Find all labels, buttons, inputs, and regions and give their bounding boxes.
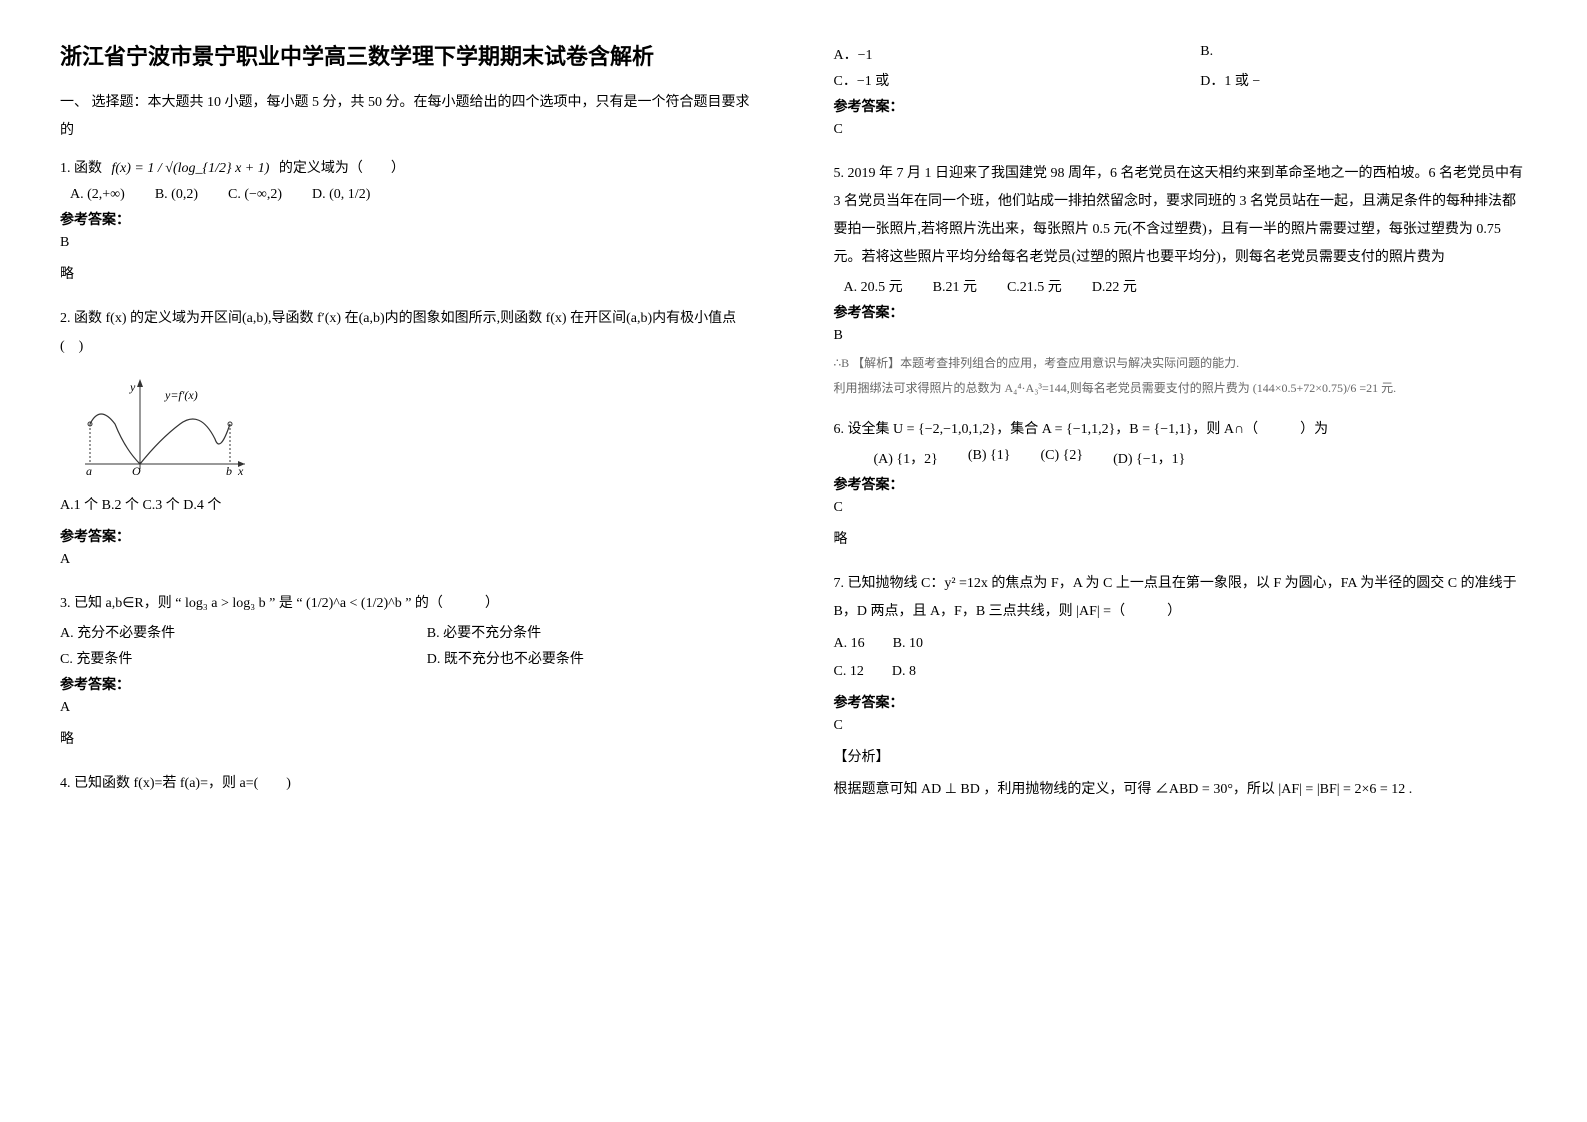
q2-text: 2. 函数 f(x) 的定义域为开区间(a,b),导函数 f′(x) 在(a,b… — [60, 305, 754, 361]
question-4: 4. 已知函数 f(x)=若 f(a)=，则 a=( ) — [60, 766, 754, 802]
q5-text: 5. 2019 年 7 月 1 日迎来了我国建党 98 周年，6 名老党员在这天… — [834, 160, 1528, 272]
q5-note2: 利用捆绑法可求得照片的总数为 A₄⁴·A₃³=144,则每名老党员需要支付的照片… — [834, 379, 1528, 396]
q7-answer: C — [834, 718, 1528, 734]
q5-answer-label: 参考答案： — [834, 302, 1528, 322]
q5-opt-b: B.21 元 — [933, 276, 977, 296]
question-4-cont: A．−1 B. C．−1 或 D．1 或 − 参考答案： C — [834, 40, 1528, 148]
q2-answer-label: 参考答案： — [60, 526, 754, 546]
graph-label-b: b — [226, 464, 232, 478]
q3-opt-a: A. 充分不必要条件 — [60, 622, 387, 642]
question-7: 7. 已知抛物线 C：y² =12x 的焦点为 F，A 为 C 上一点且在第一象… — [834, 566, 1528, 808]
q4-opt-c: C．−1 或 — [834, 70, 1161, 90]
q4-opt-d: D．1 或 − — [1200, 70, 1527, 90]
q6-text: 6. 设全集 U = {−2,−1,0,1,2}，集合 A = {−1,1,2}… — [834, 416, 1528, 444]
graph-label-fprime: y=f′(x) — [164, 388, 198, 402]
q7-text: 7. 已知抛物线 C：y² =12x 的焦点为 F，A 为 C 上一点且在第一象… — [834, 570, 1528, 626]
q3-opt-c: C. 充要条件 — [60, 648, 387, 668]
q6-opt-d: (D) {−1，1} — [1113, 448, 1185, 468]
q6-answer: C — [834, 500, 1528, 516]
graph-label-x: x — [237, 464, 244, 478]
q6-options: (A) {1，2} (B) {1} (C) {2} (D) {−1，1} — [874, 448, 1528, 468]
q2-answer: A — [60, 552, 754, 568]
q1-answer: B — [60, 235, 754, 251]
q4-answer: C — [834, 122, 1528, 138]
q4-answer-label: 参考答案： — [834, 96, 1528, 116]
q3-opt-b: B. 必要不充分条件 — [427, 622, 754, 642]
q6-opt-b: (B) {1} — [968, 448, 1011, 468]
q4-text: 4. 已知函数 f(x)=若 f(a)=，则 a=( ) — [60, 770, 754, 798]
q3-answer-label: 参考答案： — [60, 674, 754, 694]
question-1: 1. 函数 f(x) = 1 / √(log_{1/2} x + 1) 的定义域… — [60, 151, 754, 293]
q1-options: A. (2,+∞) B. (0,2) C. (−∞,2) D. (0, 1/2) — [70, 187, 754, 203]
question-5: 5. 2019 年 7 月 1 日迎来了我国建党 98 周年，6 名老党员在这天… — [834, 156, 1528, 404]
question-3: 3. 已知 a,b∈R，则 “ log₃ a > log₃ b ” 是 “ (1… — [60, 586, 754, 758]
q6-answer-label: 参考答案： — [834, 474, 1528, 494]
q4-options: A．−1 B. C．−1 或 D．1 或 − — [834, 44, 1528, 90]
section-header: 一、 选择题：本大题共 10 小题，每小题 5 分，共 50 分。在每小题给出的… — [60, 89, 754, 145]
question-2: 2. 函数 f(x) 的定义域为开区间(a,b),导函数 f′(x) 在(a,b… — [60, 301, 754, 578]
q1-opt-a: A. (2,+∞) — [70, 187, 125, 203]
question-6: 6. 设全集 U = {−2,−1,0,1,2}，集合 A = {−1,1,2}… — [834, 412, 1528, 558]
q1-answer-label: 参考答案： — [60, 209, 754, 229]
q5-opt-a: A. 20.5 元 — [844, 276, 903, 296]
q1-opt-b: B. (0,2) — [155, 187, 198, 203]
q6-note: 略 — [834, 526, 1528, 554]
graph-label-a: a — [86, 464, 92, 478]
q5-answer: B — [834, 328, 1528, 344]
q1-formula: f(x) = 1 / √(log_{1/2} x + 1) — [112, 161, 270, 176]
q6-opt-c: (C) {2} — [1040, 448, 1083, 468]
q6-opt-a: (A) {1，2} — [874, 448, 938, 468]
graph-label-y: y — [129, 380, 136, 394]
graph-label-O: O — [132, 464, 141, 478]
q3-answer: A — [60, 700, 754, 716]
q3-opt-d: D. 既不充分也不必要条件 — [427, 648, 754, 668]
q5-options: A. 20.5 元 B.21 元 C.21.5 元 D.22 元 — [844, 276, 1528, 296]
q5-note1: ∴B 【解析】本题考查排列组合的应用，考查应用意识与解决实际问题的能力. — [834, 354, 1528, 371]
q1-opt-d: D. (0, 1/2) — [312, 187, 370, 203]
q3-text: 3. 已知 a,b∈R，则 “ log₃ a > log₃ b ” 是 “ (1… — [60, 590, 754, 618]
q4-opt-a: A．−1 — [834, 44, 1161, 64]
q3-options: A. 充分不必要条件 B. 必要不充分条件 C. 充要条件 D. 既不充分也不必… — [60, 622, 754, 668]
q3-note: 略 — [60, 726, 754, 754]
q1-note: 略 — [60, 261, 754, 289]
q4-opt-b: B. — [1200, 44, 1527, 64]
q1-opt-c: C. (−∞,2) — [228, 187, 282, 203]
q7-note1: 【分析】 — [834, 744, 1528, 772]
page-title: 浙江省宁波市景宁职业中学高三数学理下学期期末试卷含解析 — [60, 40, 754, 73]
q7-answer-label: 参考答案： — [834, 692, 1528, 712]
q5-opt-d: D.22 元 — [1092, 276, 1137, 296]
q2-graph: y y=f′(x) a O b x — [70, 369, 754, 484]
q2-options: A.1 个 B.2 个 C.3 个 D.4 个 — [60, 492, 754, 520]
q1-pre: 1. 函数 — [60, 161, 102, 176]
q7-options: A. 16 B. 10 C. 12 D. 8 — [834, 630, 1528, 686]
q5-opt-c: C.21.5 元 — [1007, 276, 1062, 296]
q7-note2: 根据题意可知 AD ⊥ BD ，利用抛物线的定义，可得 ∠ABD = 30°，所… — [834, 776, 1528, 804]
q1-post: 的定义域为（ ） — [279, 161, 405, 176]
